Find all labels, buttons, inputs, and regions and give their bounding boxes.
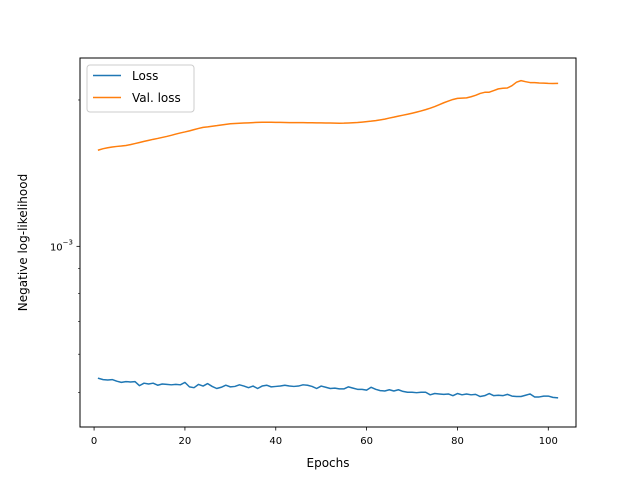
x-axis: 0 20 40 60 80 100 (91, 427, 558, 447)
x-axis-label: Epochs (307, 456, 350, 470)
x-tick-label: 0 (91, 436, 97, 447)
series-line-val-loss (97, 79, 559, 151)
x-tick-label: 100 (539, 436, 558, 447)
y-axis-label: Negative log-likelihood (16, 174, 30, 311)
legend-label-loss: Loss (132, 69, 158, 83)
plot-frame (79, 57, 577, 428)
legend-box (86, 64, 195, 113)
series-layer (97, 79, 559, 399)
x-tick-label: 40 (269, 436, 282, 447)
legend: Loss Val. loss (86, 64, 195, 113)
x-tick-label: 20 (179, 436, 192, 447)
legend-label-val-loss: Val. loss (132, 91, 181, 105)
x-tick-label: 80 (451, 436, 464, 447)
series-line-loss (97, 377, 559, 399)
x-tick-label: 60 (360, 436, 373, 447)
